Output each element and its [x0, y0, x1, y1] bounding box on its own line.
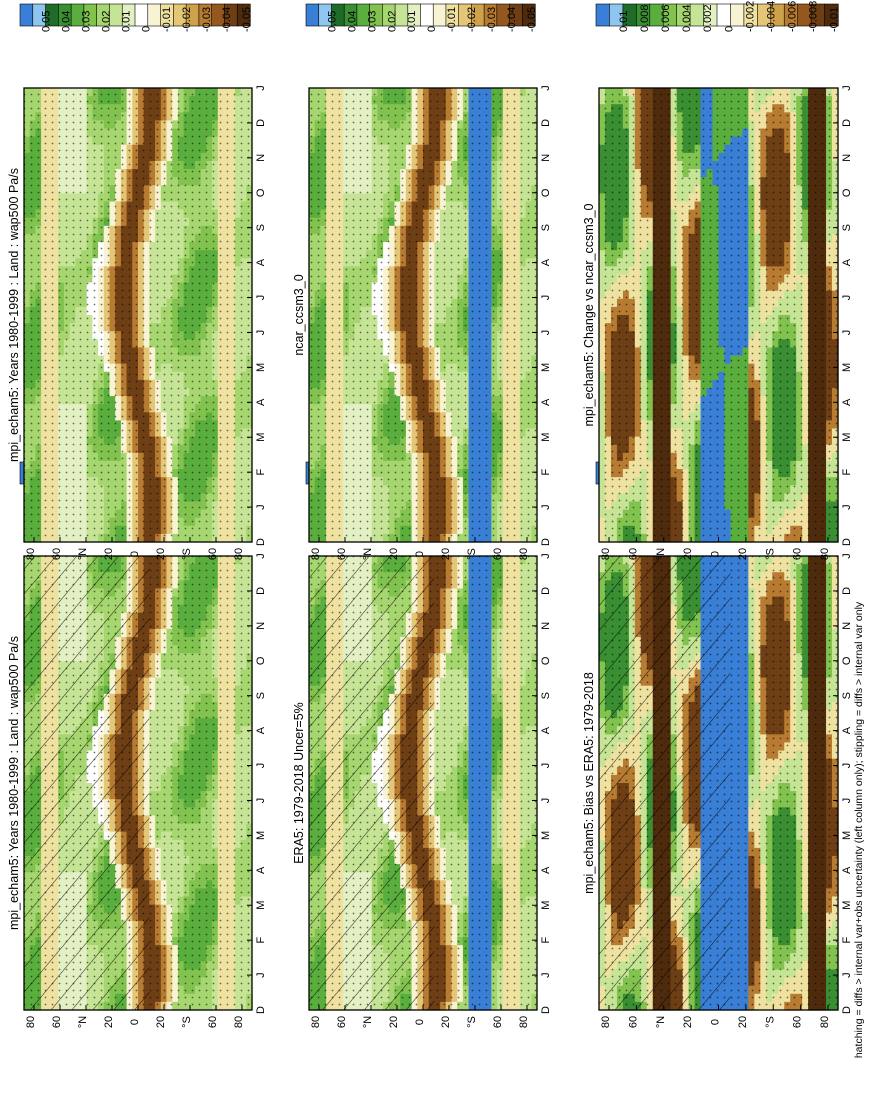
month-tick-label: O	[255, 188, 267, 197]
colorbar-swatch	[147, 3, 162, 27]
lat-tick-label: °N	[77, 548, 89, 560]
lat-tick-label: °S	[181, 1016, 193, 1028]
panel-model-right: 80 60 °N 20 0 20 °S 60 80 D J F M A M J J A S O N D Jmpi_echam…	[7, 3, 267, 560]
month-tick-label: D	[255, 538, 267, 546]
panel-title: mpi_echam5: Years 1980-1999 : Land : wap…	[7, 636, 21, 930]
panel-title: mpi_echam5: Years 1980-1999 : Land : wap…	[7, 168, 21, 462]
lat-tick-label: °S	[181, 548, 193, 560]
month-tick-label: J	[255, 504, 267, 510]
panels-group: 80 60 °N 20 0 20 °S 60 80 D J F M A M J J A S O N D Jmpi_echam…	[7, 1, 853, 1028]
stipple-overlay	[24, 88, 252, 542]
lat-tick-label: 60	[207, 548, 219, 560]
lat-tick-label: 80	[233, 548, 245, 560]
lat-tick-label: °N	[77, 1016, 89, 1028]
month-tick-label: M	[255, 363, 267, 372]
lat-tick-label: 80	[25, 548, 37, 560]
panel-model-left: 80 60 °N 20 0 20 °S 60 80 D J F M A M J J A S O N D Jmpi_echam…	[7, 461, 267, 1028]
colorbar-label: 0.04	[61, 11, 73, 32]
colorbar-label: 0.02	[101, 11, 113, 32]
colorbar-label: -0.05	[241, 7, 253, 32]
colorbar-label: -0.04	[221, 7, 233, 32]
month-tick-label: A	[255, 726, 267, 734]
lat-tick-label: 0	[129, 1019, 141, 1025]
colorbar-label: -0.03	[201, 7, 213, 32]
colorbar-label: -0.01	[161, 7, 173, 32]
month-tick-label: N	[255, 154, 267, 162]
month-tick-label: J	[255, 330, 267, 336]
lat-tick-label: 20	[103, 1016, 115, 1028]
month-tick-label: M	[255, 433, 267, 442]
lat-tick-label: 60	[207, 1016, 219, 1028]
lat-tick-label: 80	[25, 1016, 37, 1028]
lat-tick-label: 60	[51, 1016, 63, 1028]
colorbar-label: -0.02	[181, 7, 193, 32]
month-tick-label: S	[255, 692, 267, 699]
hatch-overlay	[24, 556, 150, 1010]
month-tick-label: M	[255, 831, 267, 840]
colorbar-label: 0.03	[81, 11, 93, 32]
colorbar-label: 0.01	[121, 11, 133, 32]
month-tick-label: M	[255, 901, 267, 910]
month-tick-label: A	[255, 866, 267, 874]
month-tick-label: A	[255, 398, 267, 406]
colorbar-label: 0.05	[41, 11, 53, 32]
month-tick-label: J	[255, 972, 267, 978]
month-tick-label: S	[255, 224, 267, 231]
lat-tick-label: 20	[103, 548, 115, 560]
lat-tick-label: 20	[155, 1016, 167, 1028]
colorbar-swatch	[19, 3, 34, 27]
lat-tick-label: 0	[129, 551, 141, 557]
month-tick-label: A	[255, 258, 267, 266]
month-tick-label: J	[255, 85, 267, 91]
month-tick-label: D	[255, 1006, 267, 1014]
month-tick-label: O	[255, 656, 267, 665]
lat-tick-label: 20	[155, 548, 167, 560]
lat-tick-label: 80	[233, 1016, 245, 1028]
month-tick-label: F	[255, 937, 267, 944]
colorbar-label: 0	[141, 26, 153, 32]
month-tick-label: J	[255, 295, 267, 301]
month-tick-label: N	[255, 622, 267, 630]
month-tick-label: F	[255, 469, 267, 476]
month-tick-label: J	[255, 798, 267, 804]
month-tick-label: D	[255, 587, 267, 595]
month-tick-label: J	[255, 553, 267, 559]
lat-tick-label: 60	[51, 548, 63, 560]
month-tick-label: J	[255, 763, 267, 769]
month-tick-label: D	[255, 119, 267, 127]
colorbar-swatch	[134, 3, 149, 27]
